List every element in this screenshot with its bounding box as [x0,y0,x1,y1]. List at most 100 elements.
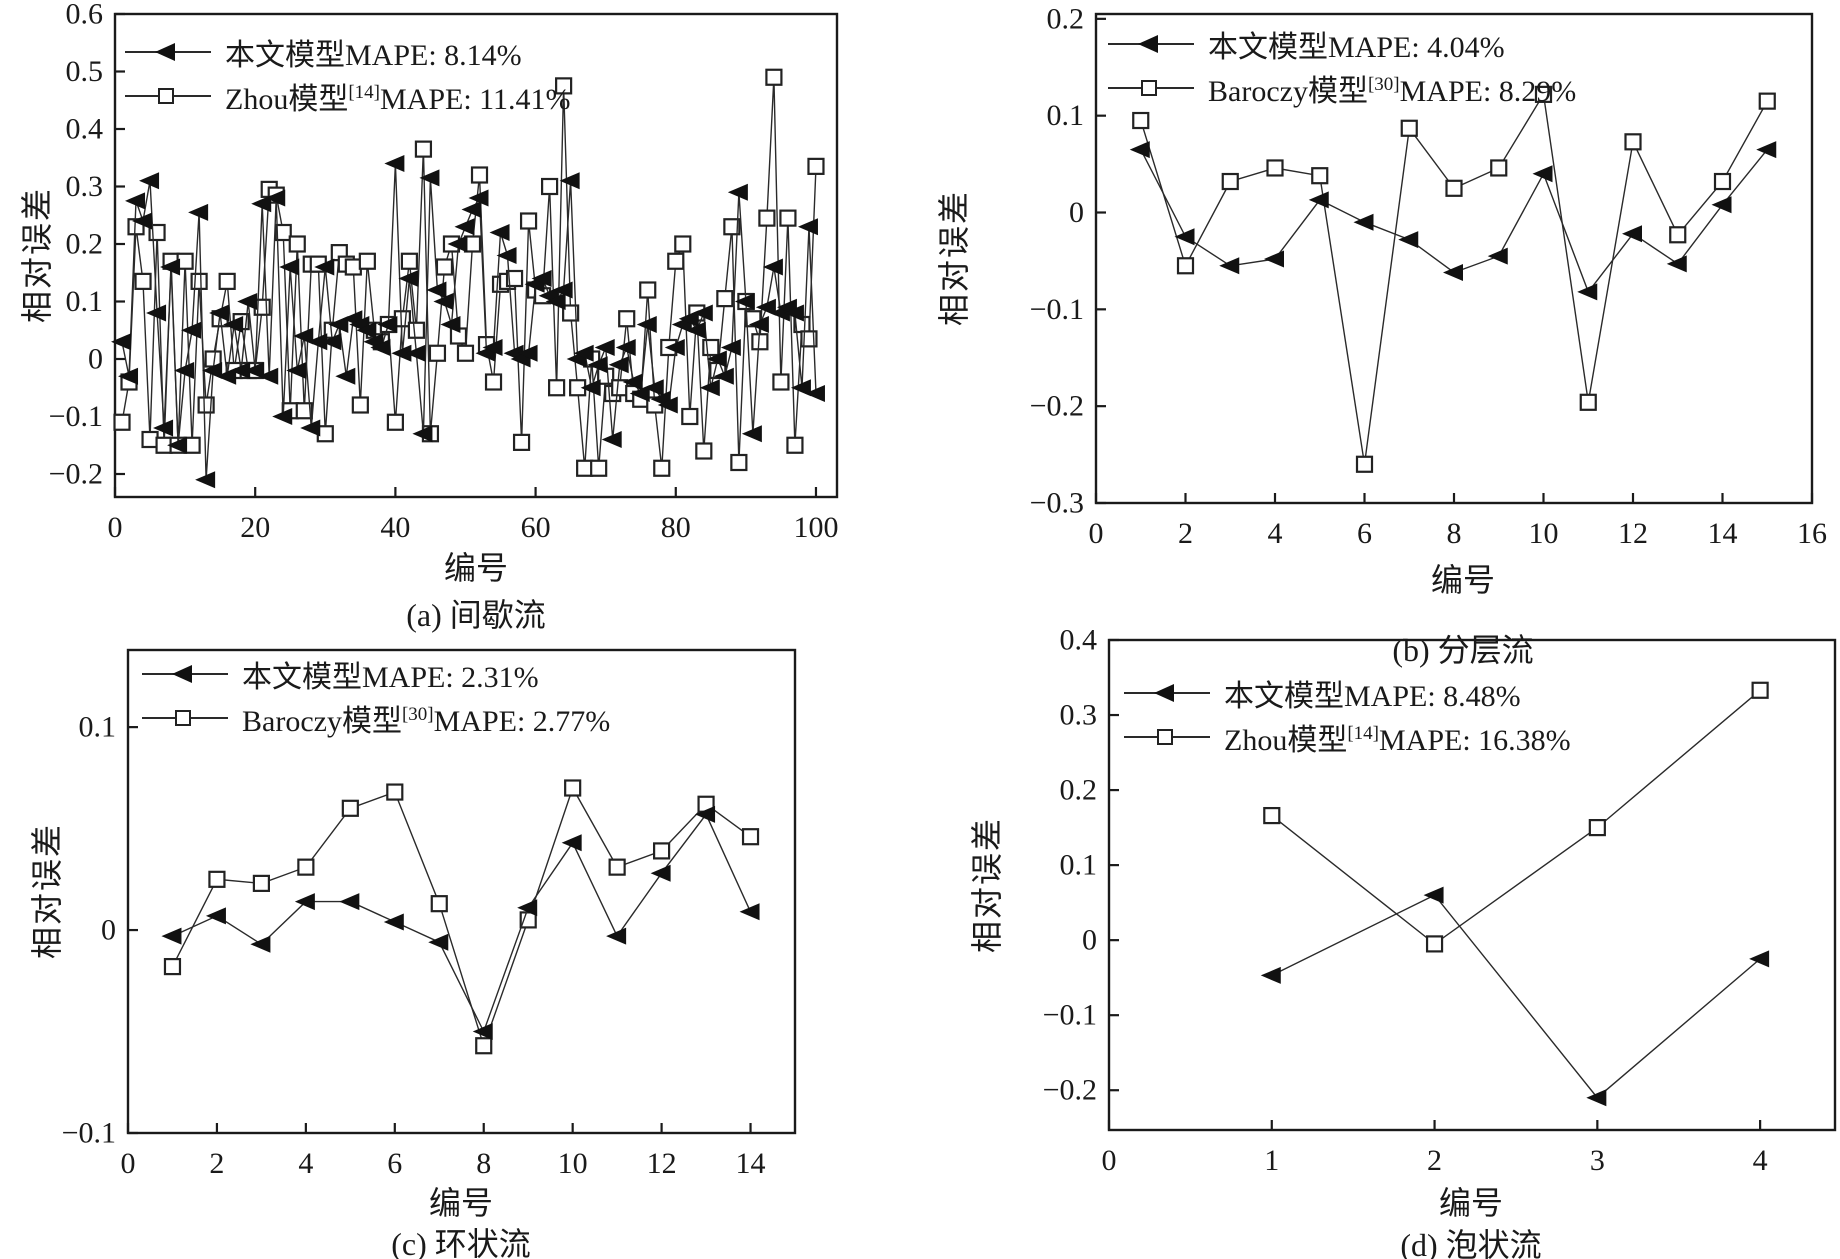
svg-text:0.6: 0.6 [66,0,104,31]
svg-text:−0.2: −0.2 [1030,390,1084,423]
svg-text:0: 0 [1102,1144,1117,1177]
legend-label: 本文模型MAPE: 8.14% [225,39,522,72]
svg-text:6: 6 [1357,517,1372,550]
panel-a-series-1 [113,68,825,477]
svg-text:1: 1 [1264,1144,1279,1177]
panel-a-y-axis-label: 相对误差 [19,186,55,324]
panel-c-axes: 0 2 4 6 8 10 12 140.10−0.1 [62,711,766,1180]
svg-text:20: 20 [240,511,270,544]
panel-d-axes: 0 1 2 3 4 0.4 0.3 0.2 0.1 0 −0.1 −0.2 [1043,624,1768,1178]
svg-text:−0.1: −0.1 [1043,999,1097,1032]
svg-text:8: 8 [476,1147,491,1180]
panel-b-y-axis-label: 相对误差 [936,189,972,327]
legend-label: 本文模型MAPE: 8.48% [1224,680,1521,713]
panel-b-legend-item-1: Baroczy模型[30]MAPE: 8.29% [1108,66,1576,110]
svg-text:0.3: 0.3 [1060,699,1098,732]
svg-text:2: 2 [1178,517,1193,550]
square-marker-icon [1124,727,1210,747]
svg-text:10: 10 [1529,517,1559,550]
panel-b-chart: 0 2 4 6 8 10 12 14 16 0.2 0.1 0 −0.1 −0.2 −0.3 [1030,2,1827,550]
triangle-marker-icon [1108,34,1194,54]
svg-text:8: 8 [1447,517,1462,550]
svg-text:−0.2: −0.2 [49,458,103,491]
triangle-marker-icon [142,664,228,684]
legend-label: Zhou模型[14]MAPE: 11.41% [225,82,571,116]
triangle-marker-icon [1124,683,1210,703]
legend-label: Baroczy模型[30]MAPE: 2.77% [242,704,611,738]
panel-c-caption: (c) 环状流 [391,1226,531,1259]
panel-b-legend: 本文模型MAPE: 4.04% Baroczy模型[30]MAPE: 8.29% [1108,22,1576,110]
panel-d-y-axis-label: 相对误差 [969,816,1005,954]
panel-d-chart: 0 1 2 3 4 0.4 0.3 0.2 0.1 0 −0.1 −0.2 [1043,624,1837,1178]
svg-text:14: 14 [736,1147,766,1180]
svg-text:80: 80 [661,511,691,544]
panel-a-chart: 0 20 40 60 80 100 0.6 0.5 0.4 0.3 0.2 0.1 0 −0.1 −0.2 [49,0,839,544]
panel-d-legend-item-1: Zhou模型[14]MAPE: 16.38% [1124,715,1571,759]
panel-b-series-0 [1129,141,1777,301]
svg-text:0.2: 0.2 [1060,774,1098,807]
svg-text:4: 4 [1753,1144,1768,1177]
panel-c-legend-item-1: Baroczy模型[30]MAPE: 2.77% [142,696,610,740]
svg-text:0: 0 [88,343,103,376]
panel-b-x-axis-label: 编号 [1430,562,1496,598]
svg-text:0.1: 0.1 [66,285,104,318]
panel-a-caption: (a) 间歇流 [406,597,546,633]
svg-text:0: 0 [1082,924,1097,957]
svg-text:0.1: 0.1 [79,711,117,744]
triangle-marker-icon [125,42,211,62]
svg-text:0.1: 0.1 [1060,849,1098,882]
svg-text:0: 0 [1089,517,1104,550]
svg-text:−0.1: −0.1 [62,1117,116,1150]
svg-text:0.3: 0.3 [66,170,104,203]
square-marker-icon [1108,78,1194,98]
svg-text:40: 40 [380,511,410,544]
svg-text:−0.2: −0.2 [1043,1074,1097,1107]
svg-text:3: 3 [1590,1144,1605,1177]
panel-b-caption: (b) 分层流 [1392,632,1534,668]
panel-a-legend: 本文模型MAPE: 8.14% Zhou模型[14]MAPE: 11.41% [125,30,571,118]
panel-b-axes: 0 2 4 6 8 10 12 14 16 0.2 0.1 0 −0.1 −0.2 −0.3 [1030,2,1827,550]
svg-text:0: 0 [108,511,123,544]
panel-b-series-1 [1132,85,1776,473]
svg-text:4: 4 [298,1147,313,1180]
square-marker-icon [142,708,228,728]
panel-a-series-0 [111,155,825,489]
panel-d-legend: 本文模型MAPE: 8.48% Zhou模型[14]MAPE: 16.38% [1124,671,1571,759]
legend-label: 本文模型MAPE: 4.04% [1208,31,1505,64]
panel-c-y-axis-label: 相对误差 [29,822,65,960]
panel-b-legend-item-0: 本文模型MAPE: 4.04% [1108,22,1576,66]
panel-c-x-axis-label: 编号 [428,1185,494,1221]
svg-text:6: 6 [387,1147,402,1180]
svg-text:12: 12 [647,1147,677,1180]
svg-text:−0.1: −0.1 [1030,293,1084,326]
panel-d-series-0 [1260,886,1770,1107]
svg-text:−0.3: −0.3 [1030,487,1084,520]
svg-text:0: 0 [101,914,116,947]
svg-text:0: 0 [121,1147,136,1180]
svg-text:0.2: 0.2 [1047,2,1085,35]
svg-text:−0.1: −0.1 [49,400,103,433]
panel-c-chart: 0 2 4 6 8 10 12 140.10−0.1 [62,648,797,1180]
svg-text:2: 2 [209,1147,224,1180]
svg-text:0.4: 0.4 [66,113,104,146]
legend-label: 本文模型MAPE: 2.31% [242,661,539,694]
panel-c-series-0 [161,805,760,1041]
panel-a-axes: 0 20 40 60 80 100 0.6 0.5 0.4 0.3 0.2 0.1 0 −0.1 −0.2 [49,0,839,544]
panel-a-legend-item-0: 本文模型MAPE: 8.14% [125,30,571,74]
svg-text:0.1: 0.1 [1047,99,1085,132]
panel-a-x-axis-label: 编号 [443,550,509,586]
svg-text:100: 100 [793,511,838,544]
svg-text:2: 2 [1427,1144,1442,1177]
svg-text:60: 60 [521,511,551,544]
svg-text:0: 0 [1069,196,1084,229]
svg-text:0.5: 0.5 [66,55,104,88]
panel-d-x-axis-label: 编号 [1438,1185,1504,1221]
svg-text:12: 12 [1618,517,1648,550]
square-marker-icon [125,86,211,106]
legend-label: Zhou模型[14]MAPE: 16.38% [1224,723,1571,757]
svg-text:10: 10 [558,1147,588,1180]
svg-text:16: 16 [1797,517,1827,550]
svg-text:0.2: 0.2 [66,228,104,261]
